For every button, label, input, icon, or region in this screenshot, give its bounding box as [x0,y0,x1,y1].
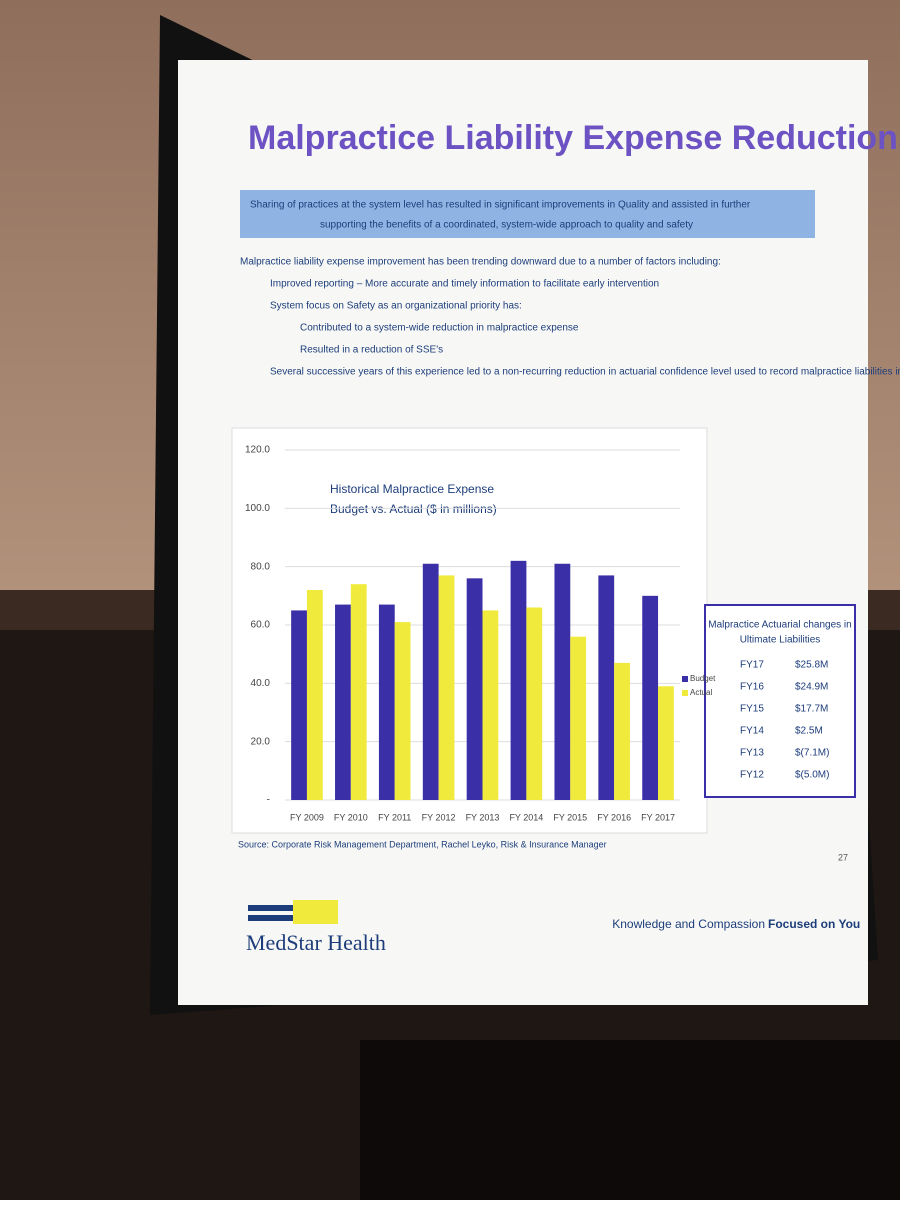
bar [466,578,483,800]
x-tick-label: FY 2011 [378,812,411,822]
tagline: Knowledge and Compassion [612,917,765,931]
bar [482,610,499,800]
bar [378,604,395,800]
bullet-text: Improved reporting – More accurate and t… [270,279,659,290]
table-cell: FY14 [740,726,764,737]
liabilities-box [704,604,856,798]
table-cell: FY12 [740,770,764,781]
table-cell: FY15 [740,704,764,715]
x-tick-label: FY 2009 [290,812,324,822]
banner-text: supporting the benefits of a coordinated… [320,220,693,231]
bullet-text: Contributed to a system-wide reduction i… [300,323,579,334]
x-tick-label: FY 2012 [422,812,456,822]
page-number: 27 [838,852,848,862]
x-tick-label: FY 2014 [509,812,543,822]
table-cell: $25.8M [795,660,828,671]
table-title: Ultimate Liabilities [740,635,821,646]
table-title: Malpractice Actuarial changes in [708,620,851,631]
bullet-text: Malpractice liability expense improvemen… [240,257,721,268]
bar [422,563,439,800]
x-tick-label: FY 2013 [466,812,500,822]
legend-swatch [682,690,688,696]
y-tick-label: 100.0 [245,503,270,514]
y-tick-label: 40.0 [251,678,271,689]
logo-text: MedStar Health [246,930,386,955]
y-tick-label: 60.0 [251,620,271,631]
chart-title: Historical Malpractice Expense [330,482,494,496]
banner-text: Sharing of practices at the system level… [250,200,751,211]
bar [394,622,411,800]
table-cell: FY13 [740,748,764,759]
bar [598,575,615,800]
bar [306,590,323,800]
x-tick-label: FY 2010 [334,812,368,822]
bar [614,662,630,800]
bar [554,563,571,800]
legend-swatch [682,676,688,682]
bar [350,584,367,800]
table-cell: $2.5M [795,726,823,737]
y-tick-label: - [267,795,270,806]
bullet-text: Several successive years of this experie… [270,367,900,378]
logo-block [293,900,338,924]
table-skirt [360,1040,900,1200]
x-tick-label: FY 2016 [597,812,631,822]
x-tick-label: FY 2017 [641,812,675,822]
legend-label: Actual [690,688,712,697]
bar [570,636,587,800]
bullet-text: Resulted in a reduction of SSE's [300,345,443,356]
slide-title: Malpractice Liability Expense Reductions [248,119,900,157]
table-cell: $24.9M [795,682,828,693]
x-tick-label: FY 2015 [553,812,587,822]
table-cell: FY16 [740,682,764,693]
bar [526,607,543,800]
bar [510,560,527,800]
table-cell: $(7.1M) [795,748,829,759]
bar [335,604,351,800]
table-cell: FY17 [740,660,764,671]
source: Source: Corporate Risk Management Depart… [238,839,607,849]
bar [438,575,455,800]
y-tick-label: 80.0 [251,561,271,572]
y-tick-label: 20.0 [251,736,271,747]
chart-title: Budget vs. Actual ($ in millions) [330,502,497,516]
bar [642,595,659,800]
bar [658,686,674,800]
bullet-text: System focus on Safety as an organizatio… [270,301,522,312]
y-tick-label: 120.0 [245,445,270,456]
logo-stripe [248,905,293,911]
table-cell: $17.7M [795,704,828,715]
legend-label: Budget [690,674,716,683]
bar [291,610,307,800]
table-cell: $(5.0M) [795,770,829,781]
logo-stripe [248,915,293,921]
banner [240,190,815,238]
tagline-bold: Focused on You [768,917,860,931]
liabilities-table: FY17 $25.8M FY16 $24.9M FY15 $17.7M FY14 $2.5M F… [740,660,829,781]
bullets: Malpractice liability expense improvemen… [240,257,900,378]
